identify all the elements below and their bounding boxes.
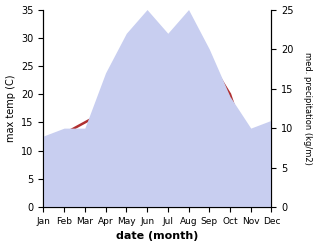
Y-axis label: max temp (C): max temp (C)	[5, 75, 16, 142]
X-axis label: date (month): date (month)	[116, 231, 199, 242]
Y-axis label: med. precipitation (kg/m2): med. precipitation (kg/m2)	[303, 52, 313, 165]
